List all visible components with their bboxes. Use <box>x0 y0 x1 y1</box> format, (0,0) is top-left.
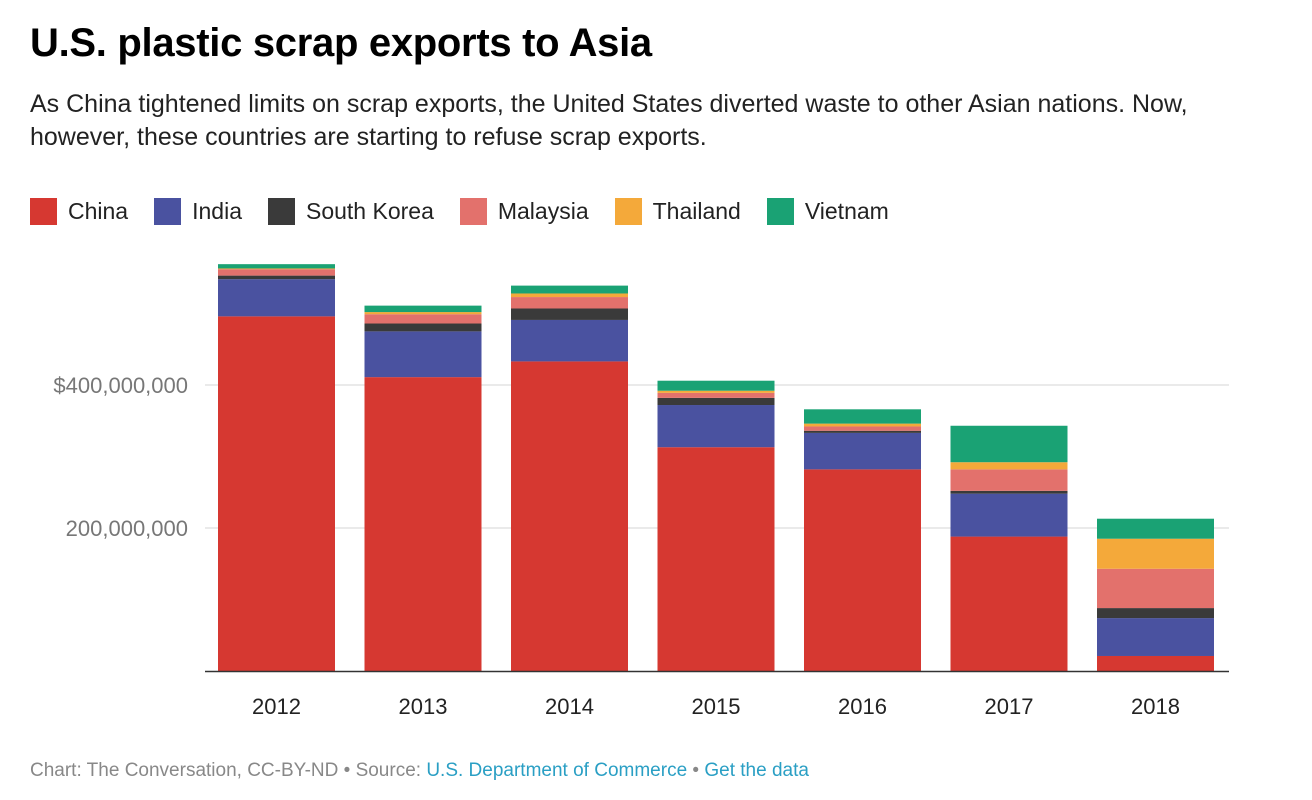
bar-segment-china-2016 <box>804 469 921 671</box>
x-tick-label: 2015 <box>692 694 741 719</box>
y-tick-label: $400,000,000 <box>53 373 188 398</box>
bar-segment-india-2013 <box>364 331 482 378</box>
bar-segment-china-2012 <box>218 316 335 671</box>
bar-segment-malaysia-2017 <box>950 469 1068 491</box>
bar-segment-thailand-2017 <box>950 462 1068 470</box>
legend-label-thailand: Thailand <box>652 197 741 224</box>
footer-source-prefix: Source: <box>355 760 427 781</box>
bar-segment-south-korea-2017 <box>950 490 1068 494</box>
legend-swatch-malaysia <box>459 197 487 225</box>
bar-segment-vietnam-2016 <box>804 409 921 424</box>
bar-segment-south-korea-2018 <box>1097 608 1214 619</box>
bar-segment-thailand-2015 <box>657 390 775 393</box>
chart-subtitle: As China tightened limits on scrap expor… <box>30 90 1188 151</box>
bar-segment-thailand-2018 <box>1097 538 1214 569</box>
bar-stack-2015 <box>657 380 775 671</box>
bar-segment-china-2013 <box>364 377 482 671</box>
x-tick-label: 2018 <box>1131 694 1180 719</box>
bar-segment-malaysia-2012 <box>218 269 335 276</box>
bar-segment-vietnam-2017 <box>950 425 1068 463</box>
legend-swatch-south-korea <box>267 197 295 225</box>
bar-segment-india-2016 <box>804 432 921 470</box>
bar-segment-china-2017 <box>950 536 1068 671</box>
bar-segment-vietnam-2018 <box>1097 518 1214 539</box>
bar-segment-thailand-2013 <box>364 312 482 315</box>
legend-label-malaysia: Malaysia <box>497 197 589 224</box>
legend-label-china: China <box>68 197 129 224</box>
bar-segment-vietnam-2014 <box>511 285 628 294</box>
legend-swatch-india <box>154 197 182 225</box>
legend-label-south-korea: South Korea <box>305 197 434 224</box>
bar-segment-south-korea-2012 <box>218 275 335 280</box>
bar-segment-china-2018 <box>1097 655 1214 671</box>
legend-item-thailand: Thailand <box>614 197 741 225</box>
bar-stack-2014 <box>511 285 628 671</box>
bar-stack-2012 <box>218 264 335 671</box>
bar-segment-malaysia-2016 <box>804 426 921 431</box>
bar-stack-2016 <box>804 409 921 671</box>
get-the-data-link[interactable]: Get the data <box>704 760 809 781</box>
bar-segment-india-2012 <box>218 279 335 317</box>
legend-item-south-korea: South Korea <box>267 197 434 225</box>
y-tick-label: 200,000,000 <box>66 516 188 541</box>
legend-label-india: India <box>192 197 242 224</box>
footer-separator: • <box>338 760 356 781</box>
bar-segment-india-2018 <box>1097 618 1214 656</box>
legend-swatch-china <box>30 197 57 225</box>
footer-separator: • <box>687 760 705 781</box>
source-link[interactable]: U.S. Department of Commerce <box>426 760 688 781</box>
bar-segment-china-2015 <box>657 447 775 671</box>
bar-segment-south-korea-2015 <box>657 397 775 406</box>
x-tick-label: 2014 <box>545 694 594 719</box>
bar-segment-malaysia-2014 <box>511 297 628 309</box>
legend-item-china: China <box>30 197 129 225</box>
legend-label-vietnam: Vietnam <box>804 197 889 224</box>
bar-segment-vietnam-2013 <box>364 305 482 313</box>
bar-segment-south-korea-2013 <box>364 323 482 332</box>
bar-segment-china-2014 <box>511 361 628 671</box>
bar-segment-thailand-2016 <box>804 423 921 427</box>
footer-credit: Chart: The Conversation, CC-BY-ND <box>30 760 339 781</box>
chart-legend: China India South Korea Malaysia Thailan… <box>30 194 915 228</box>
bar-segment-south-korea-2014 <box>511 308 628 320</box>
x-tick-label: 2012 <box>252 694 301 719</box>
bar-segment-thailand-2014 <box>511 293 628 298</box>
legend-swatch-thailand <box>614 197 642 225</box>
stacked-bar-chart: 200,000,000 $400,000,000 2012 2013 2014 2015 2… <box>53 264 1229 719</box>
bar-segment-india-2014 <box>511 319 628 362</box>
bar-segment-vietnam-2012 <box>218 264 335 269</box>
legend-item-vietnam: Vietnam <box>766 197 889 225</box>
chart-title: U.S. plastic scrap exports to Asia <box>30 21 652 65</box>
bar-stack-2018 <box>1097 518 1214 671</box>
bar-segment-malaysia-2018 <box>1097 568 1214 609</box>
bar-segment-malaysia-2013 <box>364 314 482 324</box>
legend-swatch-vietnam <box>766 197 794 225</box>
bar-stack-2017 <box>950 425 1068 671</box>
bar-segment-thailand-2012 <box>218 268 335 270</box>
chart-footer: Chart: The Conversation, CC-BY-ND • Sour… <box>30 760 809 782</box>
bar-segment-india-2017 <box>950 493 1068 537</box>
bar-segment-vietnam-2015 <box>657 380 775 391</box>
x-tick-label: 2017 <box>985 694 1034 719</box>
x-tick-label: 2013 <box>399 694 448 719</box>
bar-segment-india-2015 <box>657 405 775 448</box>
bar-segment-malaysia-2015 <box>657 392 775 398</box>
legend-item-malaysia: Malaysia <box>459 197 589 225</box>
bar-stack-2013 <box>364 305 482 671</box>
bar-segment-south-korea-2016 <box>804 430 921 433</box>
legend-item-india: India <box>154 197 242 225</box>
x-tick-label: 2016 <box>838 694 887 719</box>
